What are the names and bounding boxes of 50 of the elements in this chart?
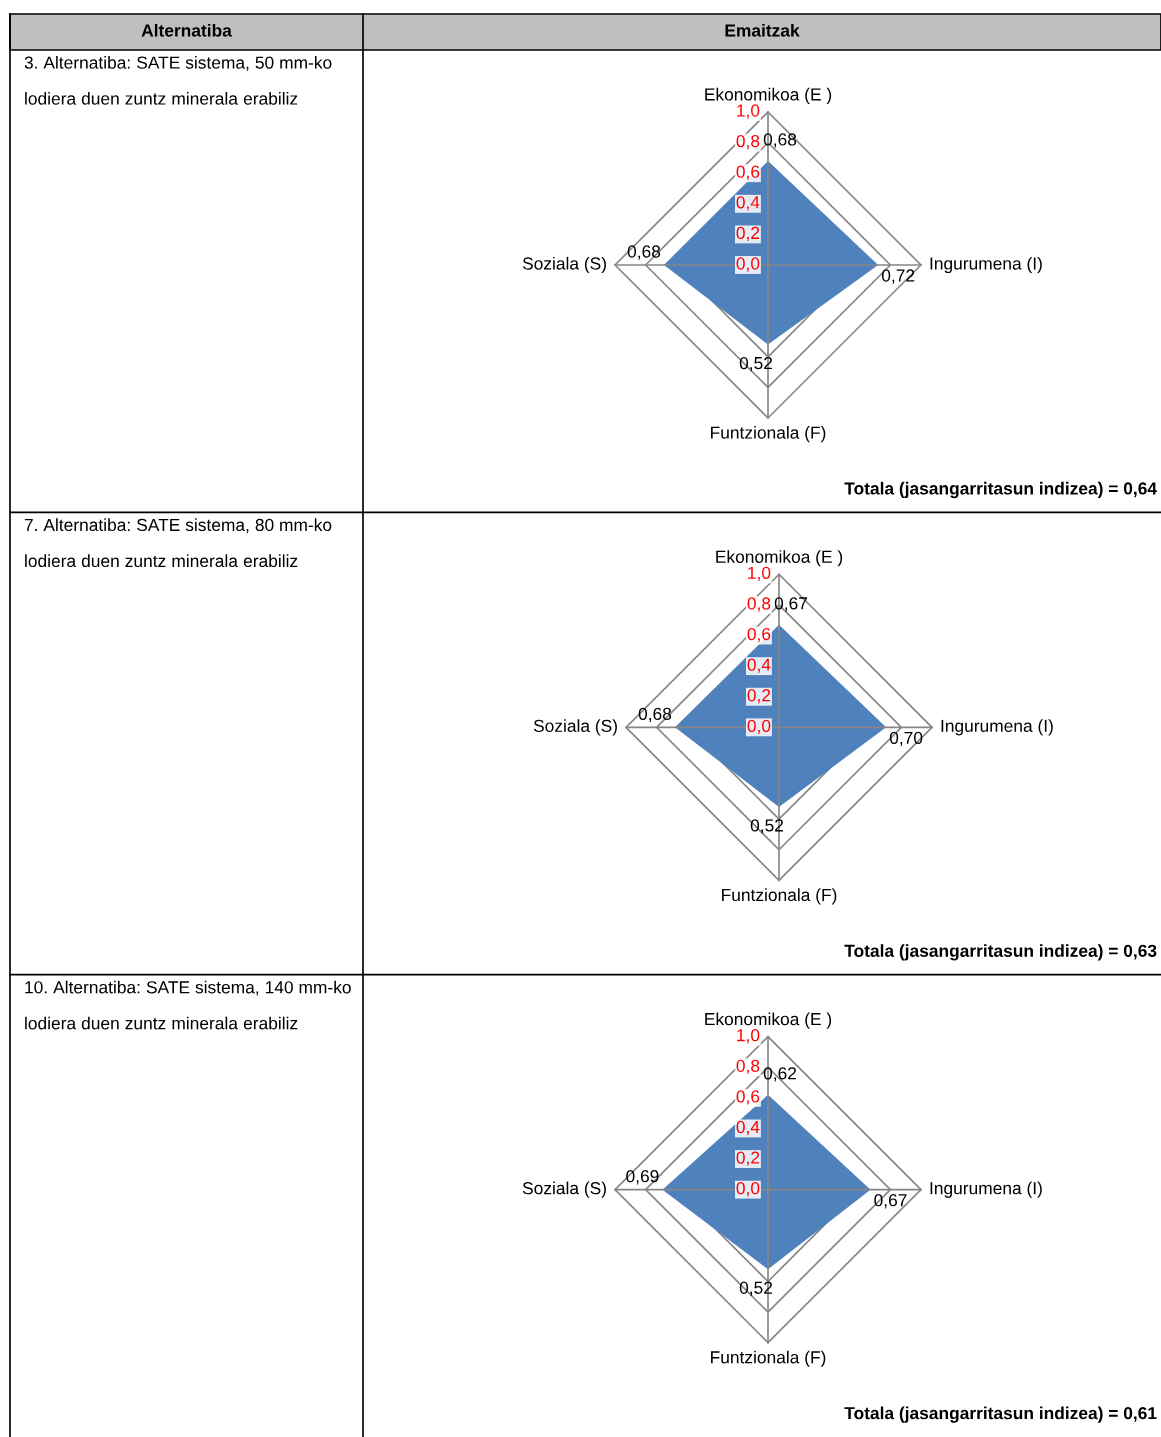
y-tick-label: 0,0 [747,719,771,735]
data-label: 0,72 [881,269,915,284]
spoke-label: Soziala (S) [522,256,606,274]
data-label: 0,68 [763,133,797,148]
spoke-label: Ingurumena (I) [941,719,1053,736]
data-label: 0,70 [889,731,923,747]
spoke-label: Ekonomikoa (E ) [705,87,832,104]
y-tick-label: 0,4 [747,658,771,673]
y-tick-label: 0,4 [736,196,760,211]
text: 7. Alternatiba: SATE sistema, 80 mm-ko lodiera duen zuntz minerala erabiliz [24,518,332,568]
data-label: 0,67 [774,597,808,612]
data-label: 0,52 [739,356,773,372]
text: Totala (jasangarritasun indizea) = 0,64 [844,481,1157,499]
text: 10. Alternatiba: SATE sistema, 140 mm-ko lodiera duen zuntz minerala erabiliz [25,980,351,1030]
spoke-label: Funtzionala (F) [711,1350,826,1367]
y-tick-label: 0,8 [747,597,771,612]
spoke-label: Soziala (S) [533,719,617,736]
text: Emaitzak [725,23,800,37]
text: Totala (jasangarritasun indizea) = 0,61 [844,1406,1157,1423]
data-label: 0,62 [763,1067,797,1082]
y-tick-label: 1,0 [737,1029,760,1044]
y-tick-label: 0,6 [747,627,771,643]
y-tick-label: 0,2 [736,226,760,242]
y-tick-label: 1,0 [737,104,760,119]
spoke-label: Soziala (S) [522,1181,606,1198]
y-tick-label: 0,0 [736,257,760,272]
text: Totala (jasangarritasun indizea) = 0,63 [844,944,1157,961]
spoke-label: Ekonomikoa (E ) [716,550,843,567]
spoke-label: Ingurumena (I) [930,1181,1042,1198]
spoke-label: Ingurumena (I) [930,256,1042,274]
data-label: 0,52 [750,819,784,834]
spoke-label: Funtzionala (F) [711,426,826,443]
y-tick-label: 0,2 [747,689,771,704]
y-tick-label: 1,0 [748,566,771,582]
y-tick-label: 0,2 [736,1151,760,1166]
data-label: 0,68 [638,707,672,723]
data-label: 0,67 [874,1194,907,1209]
y-tick-label: 0,8 [736,134,760,150]
y-tick-label: 0,6 [736,1090,760,1105]
y-tick-label: 0,0 [736,1182,760,1197]
spoke-label: Funtzionala (F) [722,888,837,905]
data-label: 0,52 [739,1281,773,1296]
data-label: 0,69 [626,1170,659,1185]
text: Alternatiba [141,23,232,37]
text: 3. Alternatiba: SATE sistema, 50 mm-ko lodiera duen zuntz minerala erabiliz [24,56,332,105]
y-tick-label: 0,4 [736,1120,760,1136]
spoke-label: Ekonomikoa (E ) [705,1012,832,1029]
data-label: 0,68 [627,245,661,260]
y-tick-label: 0,8 [736,1059,760,1074]
y-tick-label: 0,6 [736,165,760,180]
